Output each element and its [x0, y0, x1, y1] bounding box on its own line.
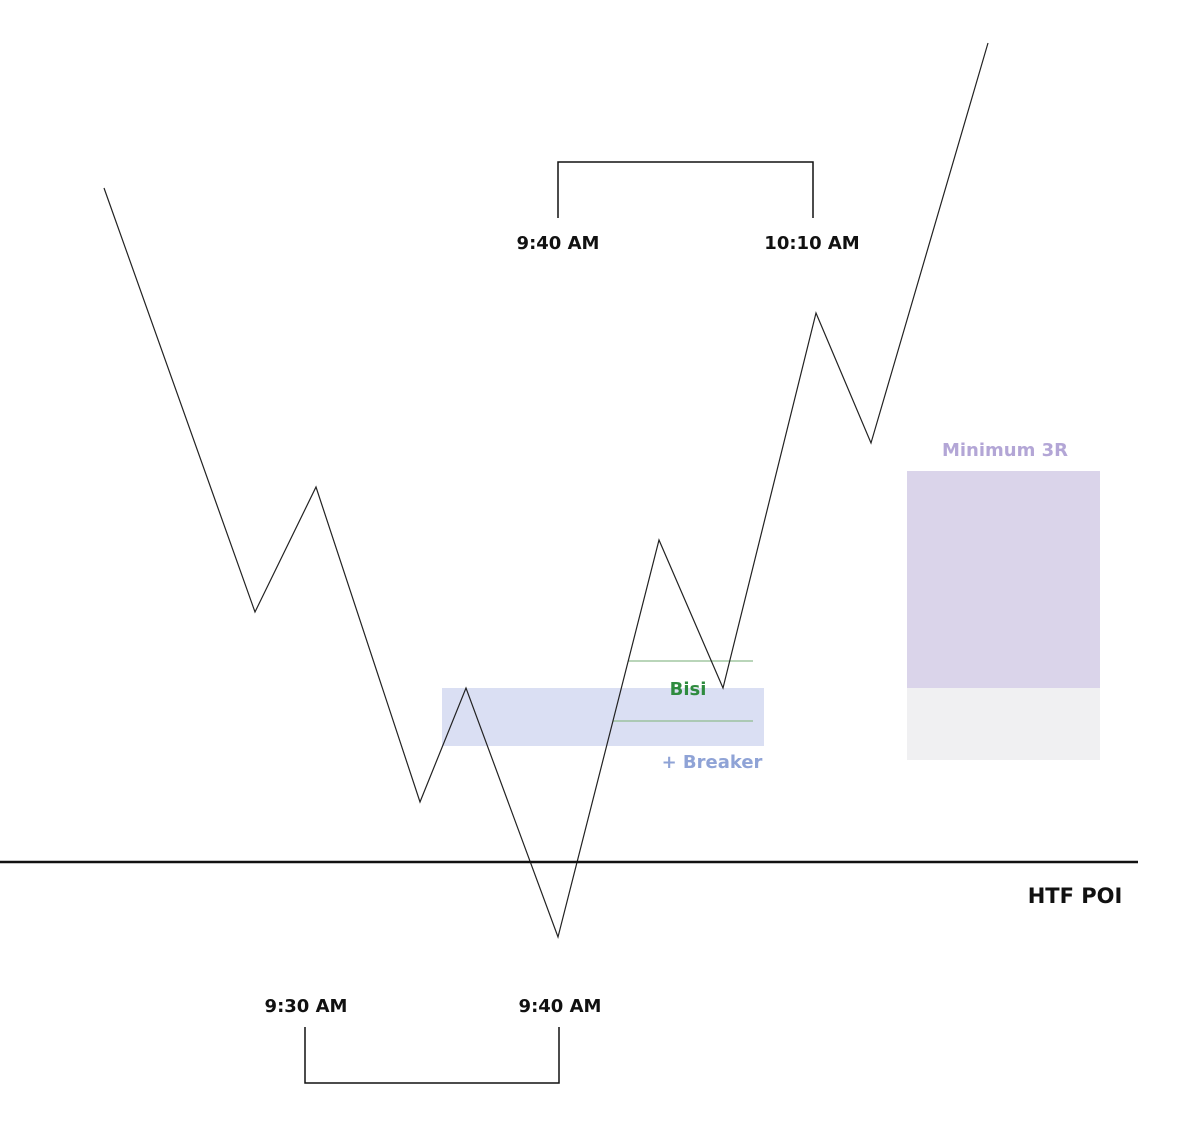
price-path	[103, 42, 989, 940]
breaker-zone	[442, 688, 764, 746]
risk-zone	[907, 688, 1100, 760]
time-label: 9:40 AM	[517, 233, 600, 254]
time-label: 10:10 AM	[764, 233, 859, 254]
target-label: Minimum 3R	[942, 440, 1068, 461]
time-label: 9:40 AM	[519, 996, 602, 1017]
target-zone	[907, 471, 1100, 688]
fvg-label: Bisi	[670, 679, 707, 700]
poi-label: HTF POI	[1028, 884, 1123, 908]
bottom-bracket	[304, 1027, 560, 1084]
time-label: 9:30 AM	[265, 996, 348, 1017]
breaker-label: + Breaker	[662, 752, 763, 773]
top-bracket	[557, 161, 814, 218]
